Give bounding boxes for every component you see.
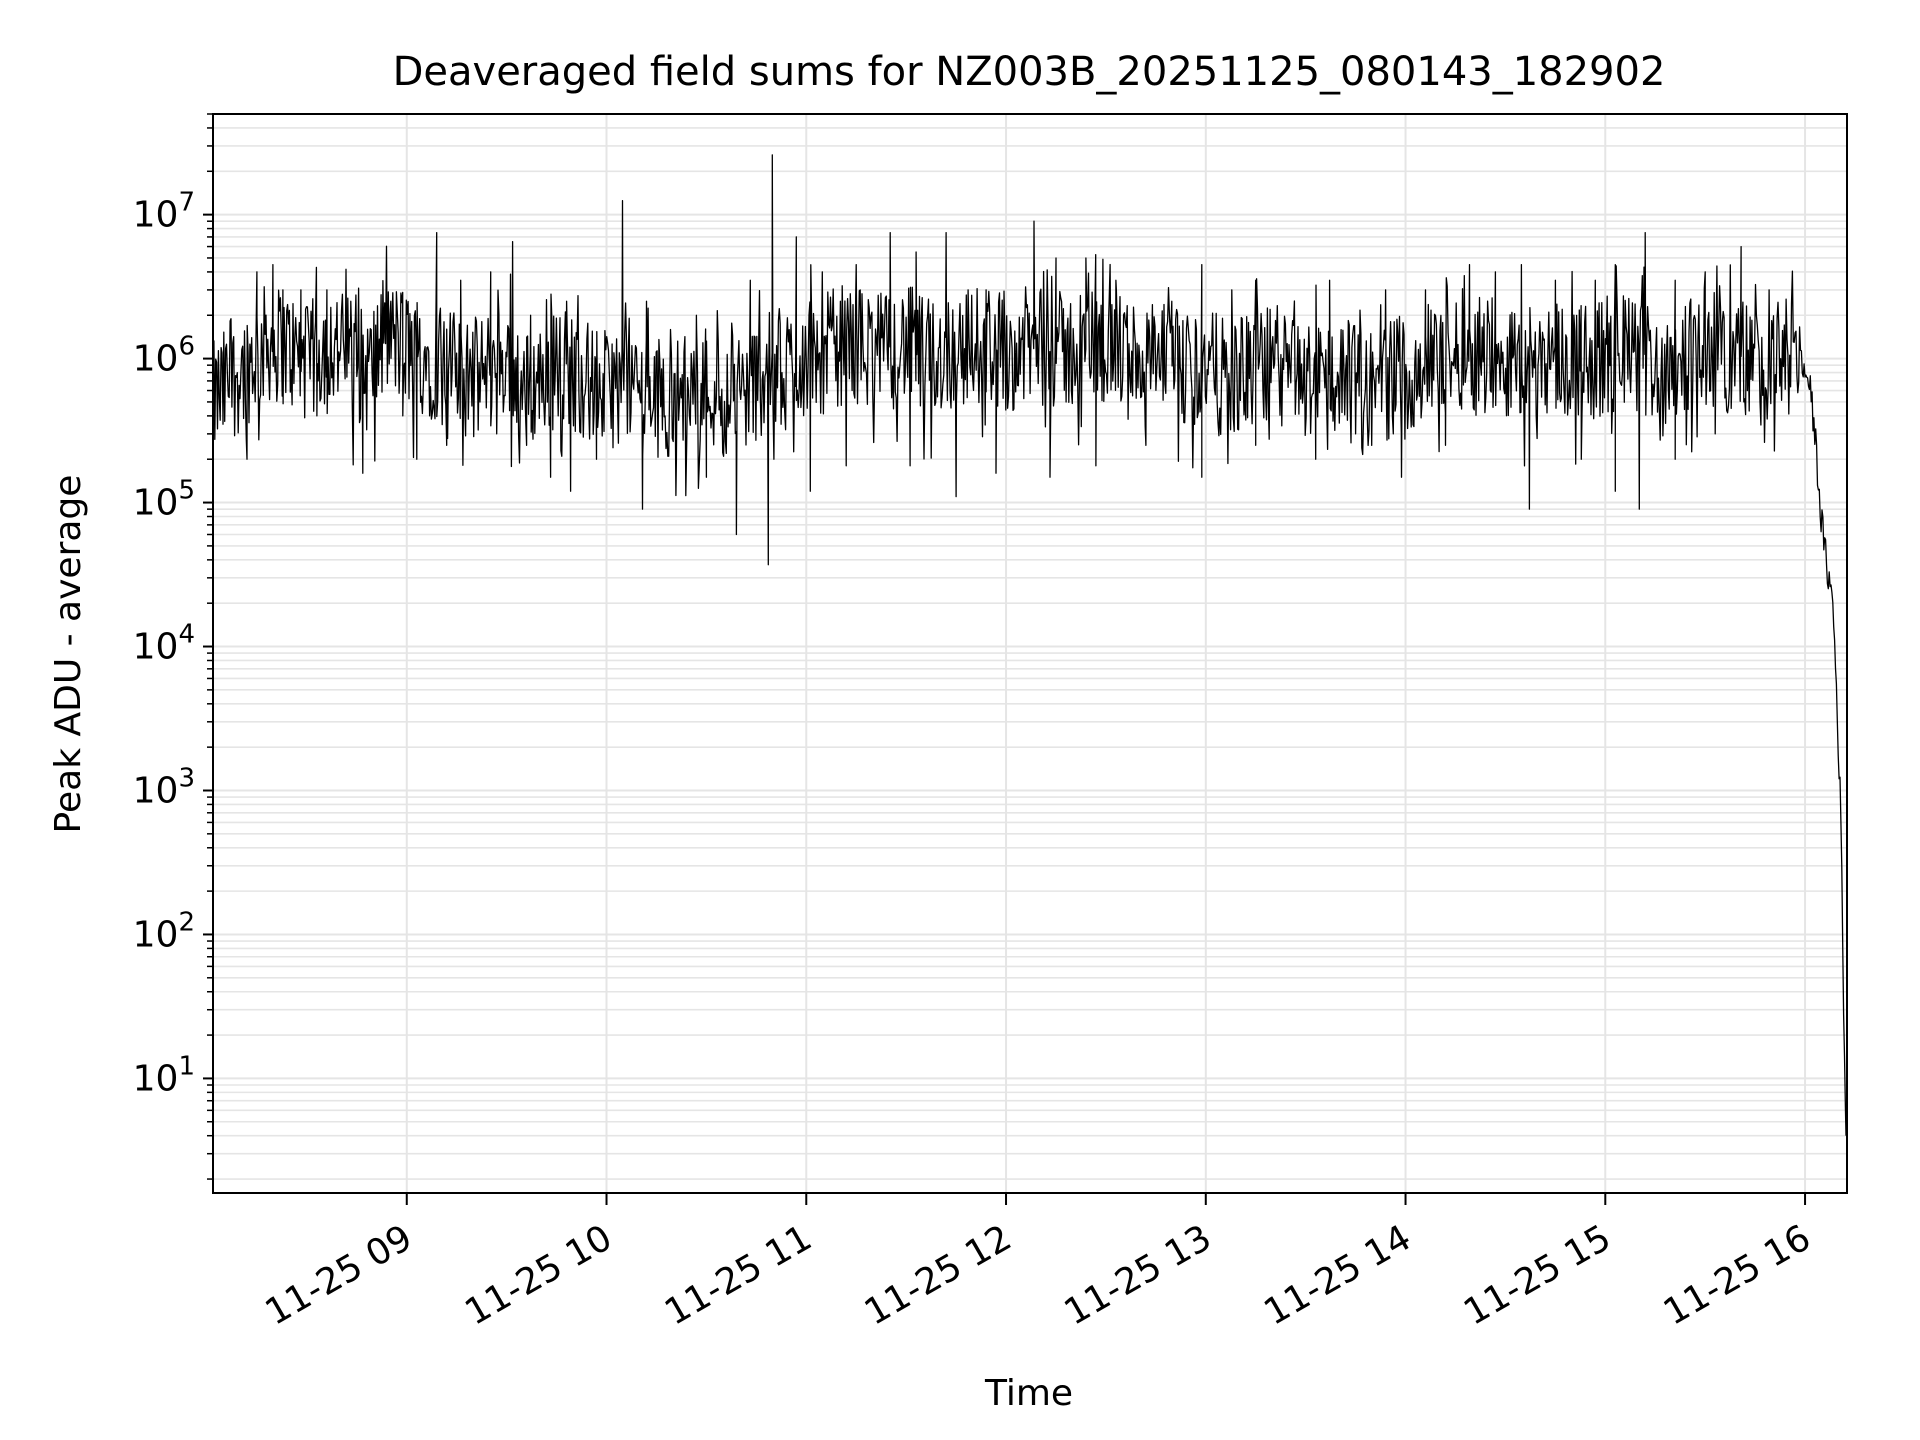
y-axis-label: Peak ADU - average xyxy=(48,475,89,834)
y-tick-label: 106 xyxy=(133,332,195,380)
y-tick-label-base: 10 xyxy=(133,483,179,524)
y-tick-label-exponent: 4 xyxy=(178,620,195,650)
y-tick-label-base: 10 xyxy=(133,195,179,236)
y-tick-label-base: 10 xyxy=(133,1058,179,1099)
grid xyxy=(213,113,1847,1193)
series-line xyxy=(212,154,1847,1136)
y-tick-label-exponent: 5 xyxy=(178,476,195,506)
y-tick-label: 101 xyxy=(133,1051,195,1099)
series-group xyxy=(212,154,1847,1136)
y-tick-label-exponent: 3 xyxy=(178,763,195,793)
y-tick-label-base: 10 xyxy=(133,914,179,955)
y-tick-label: 102 xyxy=(133,907,195,955)
y-tick-label-exponent: 7 xyxy=(178,188,195,218)
y-tick-label-base: 10 xyxy=(133,770,179,811)
y-tick-label-exponent: 6 xyxy=(178,332,195,362)
y-tick-label-base: 10 xyxy=(133,627,179,668)
y-tick-label: 105 xyxy=(133,476,195,524)
y-tick-label-exponent: 1 xyxy=(178,1051,195,1081)
y-tick-label: 103 xyxy=(133,763,195,811)
chart-title: Deaveraged field sums for NZ003B_2025112… xyxy=(393,49,1666,95)
y-tick-label: 107 xyxy=(133,188,195,236)
y-tick-label-exponent: 2 xyxy=(178,907,195,937)
y-tick-label-base: 10 xyxy=(133,339,179,380)
y-tick-label: 104 xyxy=(133,620,195,668)
x-axis-label: Time xyxy=(984,1373,1073,1414)
